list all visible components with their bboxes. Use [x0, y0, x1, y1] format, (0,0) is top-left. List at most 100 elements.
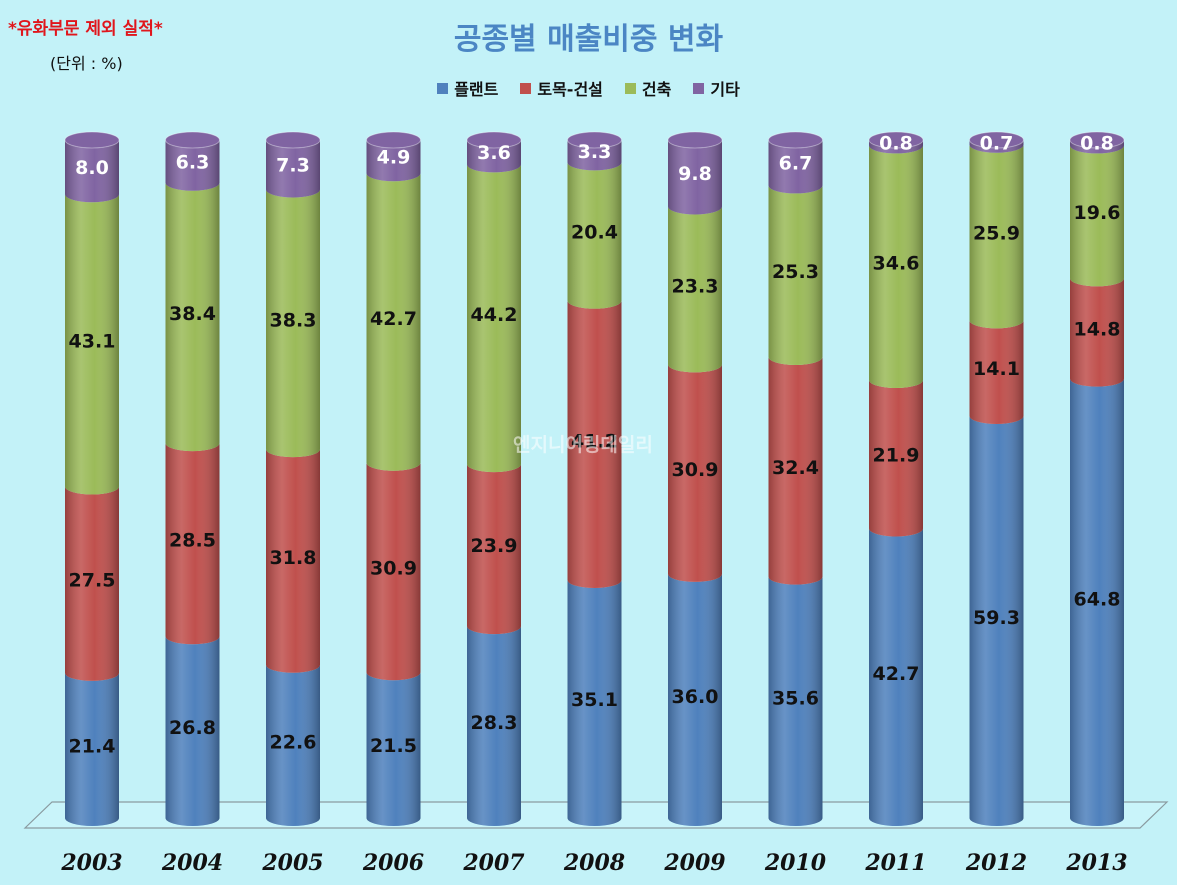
bar-segment-shade-other-2013 [1070, 140, 1124, 154]
value-label-building-2008: 20.4 [571, 222, 618, 244]
value-label-plant-2003: 21.4 [69, 735, 116, 757]
bar-segment-shade-civil-2007 [467, 464, 521, 635]
x-tick-label-2005: 2005 [261, 850, 323, 876]
legend-swatch-plant [437, 82, 449, 94]
value-label-other-2010: 6.7 [779, 153, 813, 175]
bar-segment-shade-other-2011 [869, 140, 923, 154]
watermark: 엔지니어링데일리 [513, 434, 653, 456]
legend-item-other: 기타 [693, 76, 740, 100]
bar-segment-shade-plant-2012 [969, 415, 1024, 826]
bar-segment-shade-building-2004 [165, 182, 220, 452]
x-tick-label-2012: 2012 [965, 850, 1027, 876]
legend-item-plant: 플랜트 [437, 76, 498, 100]
bar-top-cap-2003 [64, 131, 120, 149]
value-label-plant-2007: 28.3 [471, 712, 518, 734]
bar-segment-shade-building-2007 [467, 164, 521, 473]
value-label-plant-2013: 64.8 [1074, 588, 1121, 610]
legend-item-civil: 토목-건설 [520, 76, 603, 100]
value-label-civil-2003: 27.5 [69, 570, 116, 592]
bar-segment-shade-other-2010 [768, 140, 823, 194]
bar-segment-shade-building-2013 [1070, 145, 1124, 287]
legend-label-building: 건축 [641, 80, 672, 99]
x-tick-label-2004: 2004 [161, 850, 223, 876]
bar-top-cap-2011 [868, 131, 924, 149]
value-label-civil-2012: 14.1 [973, 358, 1020, 380]
bar-2009 [667, 131, 723, 826]
bar-segment-shade-building-2003 [65, 194, 119, 495]
x-tick-label-2007: 2007 [462, 850, 525, 876]
bar-2005 [265, 131, 321, 826]
value-label-civil-2004: 28.5 [169, 530, 216, 552]
bar-2013 [1069, 131, 1125, 826]
bar-top-cap-2010 [768, 131, 823, 149]
bar-segment-shade-civil-2008 [567, 300, 622, 589]
legend-swatch-civil [520, 82, 532, 94]
bar-segment-shade-other-2012 [969, 140, 1024, 153]
legend-swatch-building [624, 82, 636, 94]
bar-top-cap-2005 [265, 131, 321, 149]
value-label-civil-2007: 23.9 [471, 535, 518, 557]
bar-segment-shade-civil-2004 [165, 443, 220, 645]
x-tick-label-2008: 2008 [563, 850, 625, 876]
bar-segment-shade-civil-2006 [366, 462, 421, 681]
bar-2010 [768, 131, 823, 826]
bar-top-cap-2008 [567, 131, 622, 149]
value-label-other-2005: 7.3 [276, 155, 310, 177]
bar-segment-shade-building-2011 [869, 145, 923, 389]
bar-segment-shade-civil-2005 [266, 449, 320, 673]
legend-swatch-other [693, 82, 705, 94]
bar-top-cap-2009 [667, 131, 723, 149]
bar-segment-shade-plant-2013 [1070, 378, 1124, 826]
value-label-plant-2006: 21.5 [370, 735, 417, 757]
bar-top-cap-2004 [165, 131, 220, 149]
bar-segment-shade-building-2010 [768, 185, 823, 365]
bar-segment-shade-building-2009 [668, 206, 722, 373]
bar-segment-shade-civil-2012 [969, 320, 1024, 424]
value-label-civil-2005: 31.8 [270, 547, 317, 569]
bar-segment-shade-other-2008 [567, 140, 622, 171]
value-label-building-2012: 25.9 [973, 223, 1020, 245]
value-label-other-2006: 4.9 [377, 147, 411, 169]
value-label-building-2004: 38.4 [169, 303, 216, 325]
excluding-petrochemical-note: *유화부문 제외 실적* [8, 19, 163, 39]
bar-2004 [165, 131, 220, 826]
bar-segment-shade-plant-2006 [366, 672, 421, 826]
legend: 플랜트 토목-건설 건축 기타 [0, 76, 1177, 100]
legend-label-plant: 플랜트 [454, 80, 499, 99]
bar-segment-shade-civil-2009 [668, 364, 722, 582]
bar-2008 [567, 131, 622, 826]
value-label-plant-2009: 36.0 [672, 686, 719, 708]
bar-segment-shade-building-2012 [969, 144, 1024, 329]
bar-top-cap-2013 [1069, 131, 1125, 149]
legend-label-civil: 토목-건설 [537, 80, 603, 99]
value-label-other-2013: 0.8 [1080, 133, 1114, 155]
bar-2007 [466, 131, 522, 826]
value-label-other-2009: 9.8 [678, 163, 712, 185]
bar-segment-shade-other-2006 [366, 140, 421, 182]
bar-top-cap-2007 [466, 131, 522, 149]
bar-2012 [969, 131, 1024, 826]
bar-segment-shade-plant-2009 [668, 573, 722, 826]
value-label-plant-2012: 59.3 [973, 607, 1020, 629]
bar-segment-shade-plant-2010 [768, 576, 823, 826]
bar-segment-shade-plant-2004 [165, 636, 220, 826]
bar-segment-shade-plant-2008 [567, 580, 622, 826]
value-label-civil-2008: 41.2 [571, 430, 618, 452]
bar-segment-shade-civil-2003 [65, 486, 119, 681]
bar-2011 [868, 131, 924, 826]
value-label-civil-2009: 30.9 [672, 459, 719, 481]
value-label-building-2009: 23.3 [672, 275, 719, 297]
legend-label-other: 기타 [710, 80, 740, 99]
value-label-building-2007: 44.2 [471, 304, 518, 326]
bar-segment-shade-civil-2011 [869, 380, 923, 537]
chart-title: 공종별 매출비중 변화 [453, 22, 724, 57]
bar-segment-shade-other-2007 [467, 140, 521, 173]
bar-segment-shade-building-2006 [366, 173, 421, 471]
bar-segment-shade-other-2003 [65, 140, 119, 203]
bar-top-cap-2012 [969, 131, 1024, 149]
value-label-building-2011: 34.6 [873, 253, 920, 275]
x-tick-label-2013: 2013 [1065, 850, 1127, 876]
bar-2006 [366, 131, 421, 826]
